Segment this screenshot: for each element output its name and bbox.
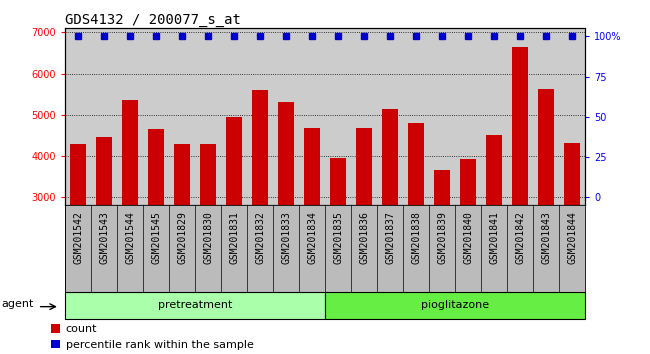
Bar [174, 144, 190, 205]
Bar [538, 89, 554, 205]
Text: GSM201836: GSM201836 [359, 211, 369, 264]
Bar [148, 129, 164, 205]
Bar [434, 170, 450, 205]
Text: GDS4132 / 200077_s_at: GDS4132 / 200077_s_at [65, 13, 241, 27]
Text: GSM201843: GSM201843 [541, 211, 551, 264]
Text: GSM201830: GSM201830 [203, 211, 213, 264]
Text: GSM201542: GSM201542 [73, 211, 83, 264]
Text: GSM201543: GSM201543 [99, 211, 109, 264]
Text: GSM201840: GSM201840 [463, 211, 473, 264]
Bar [486, 135, 502, 205]
Text: GSM201842: GSM201842 [515, 211, 525, 264]
Bar [330, 158, 346, 205]
Bar [356, 128, 372, 205]
Bar [65, 292, 325, 319]
Text: GSM201829: GSM201829 [177, 211, 187, 264]
Bar [382, 109, 398, 205]
Text: GSM201831: GSM201831 [229, 211, 239, 264]
Text: GSM201839: GSM201839 [437, 211, 447, 264]
Text: GSM201841: GSM201841 [489, 211, 499, 264]
Bar [564, 143, 580, 205]
Bar [122, 100, 138, 205]
Bar [70, 144, 86, 205]
Text: GSM201844: GSM201844 [567, 211, 577, 264]
Text: GSM201837: GSM201837 [385, 211, 395, 264]
Bar [252, 90, 268, 205]
Text: GSM201832: GSM201832 [255, 211, 265, 264]
Bar [278, 102, 294, 205]
Legend: count, percentile rank within the sample: count, percentile rank within the sample [51, 324, 254, 350]
Text: pretreatment: pretreatment [158, 300, 232, 310]
Text: GSM201544: GSM201544 [125, 211, 135, 264]
Bar [96, 137, 112, 205]
Bar [325, 292, 585, 319]
Bar [200, 144, 216, 205]
Text: agent: agent [1, 299, 34, 309]
Text: GSM201838: GSM201838 [411, 211, 421, 264]
Text: GSM201545: GSM201545 [151, 211, 161, 264]
Bar [512, 47, 528, 205]
Bar [304, 128, 320, 205]
Text: GSM201833: GSM201833 [281, 211, 291, 264]
Bar [226, 117, 242, 205]
Text: GSM201834: GSM201834 [307, 211, 317, 264]
Bar [460, 159, 476, 205]
Text: GSM201835: GSM201835 [333, 211, 343, 264]
Text: pioglitazone: pioglitazone [421, 300, 489, 310]
Bar [408, 123, 424, 205]
